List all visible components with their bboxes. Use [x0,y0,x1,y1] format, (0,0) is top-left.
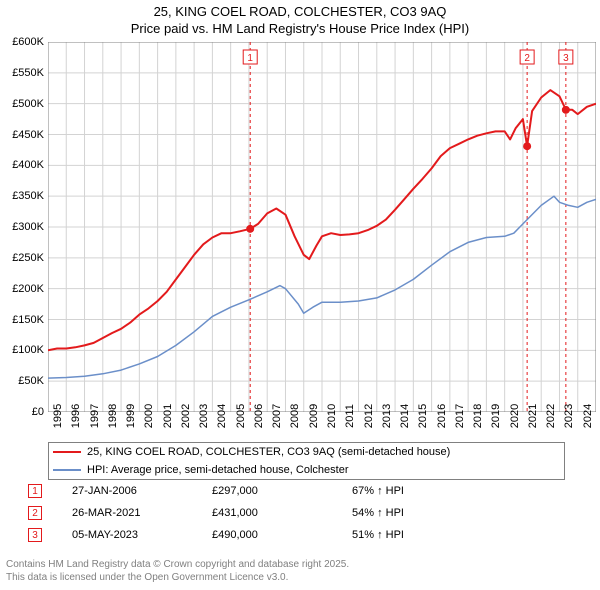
attribution: Contains HM Land Registry data © Crown c… [6,558,349,584]
x-tick-label: 2019 [490,404,502,428]
y-tick-label: £550K [0,67,44,79]
x-tick-label: 1996 [70,404,82,428]
y-tick-label: £300K [0,221,44,233]
chart-plot: 1 2 3 [48,42,596,412]
sale-price: £490,000 [212,529,352,541]
y-tick-label: £0 [0,406,44,418]
sale-marker-box: 2 [28,506,42,520]
y-tick-label: £100K [0,344,44,356]
x-tick-label: 2002 [180,404,192,428]
sales-table: 1 27-JAN-2006£297,00067% ↑ HPI 2 26-MAR-202… [28,480,472,546]
x-tick-label: 2020 [509,404,521,428]
sale-price: £431,000 [212,507,352,519]
y-tick-label: £50K [0,375,44,387]
x-tick-label: 2021 [527,404,539,428]
x-tick-label: 2006 [253,404,265,428]
chart-subtitle: Price paid vs. HM Land Registry's House … [0,21,600,36]
chart-title: 25, KING COEL ROAD, COLCHESTER, CO3 9AQ [0,4,600,19]
y-tick-label: £450K [0,129,44,141]
y-tick-label: £250K [0,252,44,264]
svg-text:1: 1 [247,53,253,64]
x-tick-label: 2017 [454,404,466,428]
y-tick-label: £500K [0,98,44,110]
x-tick-label: 2022 [545,404,557,428]
legend-label-hpi: HPI: Average price, semi-detached house,… [87,464,349,476]
attribution-line2: This data is licensed under the Open Gov… [6,571,349,584]
sales-row: 1 27-JAN-2006£297,00067% ↑ HPI [28,480,472,502]
x-tick-label: 2004 [216,404,228,428]
y-tick-label: £200K [0,283,44,295]
y-tick-label: £600K [0,36,44,48]
x-tick-label: 1999 [125,404,137,428]
x-tick-label: 2005 [235,404,247,428]
sale-date: 26-MAR-2021 [72,507,212,519]
chart-container: 25, KING COEL ROAD, COLCHESTER, CO3 9AQ … [0,0,600,590]
x-tick-label: 2000 [143,404,155,428]
svg-text:2: 2 [524,53,530,64]
x-tick-label: 2007 [271,404,283,428]
x-tick-label: 2023 [563,404,575,428]
x-tick-label: 2018 [472,404,484,428]
y-tick-label: £150K [0,314,44,326]
x-tick-label: 2001 [162,404,174,428]
legend-swatch-hpi [53,469,81,471]
x-tick-label: 2003 [198,404,210,428]
legend-item-hpi: HPI: Average price, semi-detached house,… [49,461,564,479]
x-tick-label: 1997 [89,404,101,428]
x-tick-label: 2024 [582,404,594,428]
x-tick-label: 2014 [399,404,411,428]
x-tick-label: 1995 [52,404,64,428]
x-tick-label: 1998 [107,404,119,428]
x-tick-label: 2013 [381,404,393,428]
svg-text:3: 3 [563,53,569,64]
x-tick-label: 2016 [436,404,448,428]
legend-label-price-paid: 25, KING COEL ROAD, COLCHESTER, CO3 9AQ … [87,446,450,458]
x-tick-label: 2010 [326,404,338,428]
sale-marker-box: 1 [28,484,42,498]
sale-date: 05-MAY-2023 [72,529,212,541]
x-tick-label: 2009 [308,404,320,428]
sale-pct: 54% ↑ HPI [352,507,472,519]
sale-pct: 51% ↑ HPI [352,529,472,541]
y-tick-label: £400K [0,159,44,171]
legend-swatch-price-paid [53,451,81,453]
chart-titles: 25, KING COEL ROAD, COLCHESTER, CO3 9AQ … [0,0,600,36]
x-tick-label: 2011 [344,404,356,428]
sale-date: 27-JAN-2006 [72,485,212,497]
legend: 25, KING COEL ROAD, COLCHESTER, CO3 9AQ … [48,442,565,480]
x-tick-label: 2012 [363,404,375,428]
x-tick-label: 2015 [417,404,429,428]
y-tick-label: £350K [0,190,44,202]
sale-price: £297,000 [212,485,352,497]
sale-pct: 67% ↑ HPI [352,485,472,497]
sales-row: 2 26-MAR-2021£431,00054% ↑ HPI [28,502,472,524]
x-tick-label: 2008 [289,404,301,428]
sales-row: 3 05-MAY-2023£490,00051% ↑ HPI [28,524,472,546]
sale-marker-box: 3 [28,528,42,542]
legend-item-price-paid: 25, KING COEL ROAD, COLCHESTER, CO3 9AQ … [49,443,564,461]
attribution-line1: Contains HM Land Registry data © Crown c… [6,558,349,571]
